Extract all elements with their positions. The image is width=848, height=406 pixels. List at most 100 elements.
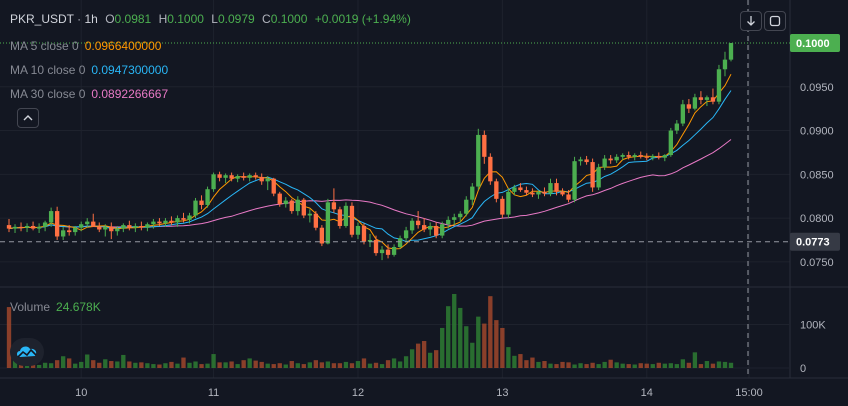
candle-body — [205, 189, 210, 205]
volume-bar — [710, 363, 716, 368]
volume-bar — [109, 361, 114, 368]
interval[interactable]: 1h — [84, 12, 98, 26]
candle-body — [145, 224, 150, 228]
volume-bar — [584, 364, 589, 368]
volume-bar — [24, 364, 30, 368]
volume-bar — [145, 363, 150, 368]
candle-body — [103, 226, 108, 230]
candle-body — [229, 175, 234, 179]
ma5-legend[interactable]: MA 5 close 0 0.0966400000 — [10, 39, 161, 53]
volume-bar — [596, 364, 601, 368]
candle-body — [355, 225, 361, 235]
candle-body — [241, 176, 246, 178]
candle-body — [337, 209, 343, 226]
candle-body — [91, 221, 96, 227]
volume-bar — [518, 354, 523, 368]
candle-body — [698, 97, 704, 100]
volume-bar — [464, 326, 469, 368]
volume-bar — [54, 360, 60, 368]
candle-body — [295, 199, 300, 212]
candle-body — [506, 191, 511, 215]
ma10-legend[interactable]: MA 10 close 0 0.0947300000 — [10, 63, 168, 77]
volume-bar — [524, 360, 529, 368]
volume-bar — [409, 349, 415, 368]
fullscreen-icon — [769, 15, 781, 27]
cloud-logo-icon — [17, 346, 37, 358]
volume-bar — [470, 342, 475, 368]
candle-body — [42, 222, 48, 227]
crosshair-price-badge — [790, 232, 840, 251]
volume-bar — [30, 364, 36, 368]
volume-bar — [434, 350, 439, 368]
scroll-down-button[interactable] — [740, 11, 762, 31]
candle-body — [12, 226, 18, 229]
candle-body — [488, 156, 493, 182]
volume-bar — [337, 363, 343, 368]
volume-bar — [692, 352, 698, 368]
candle-body — [638, 155, 643, 157]
volume-bar — [42, 362, 48, 368]
volume-bar — [560, 361, 565, 368]
low-value: 0.0979 — [217, 12, 255, 26]
volume-bar — [121, 354, 126, 368]
volume-legend[interactable]: Volume 24.678K — [10, 300, 101, 314]
ohlc-legend: PKR_USDT · 1h O0.0981 H0.1000 L0.0979 C0… — [10, 12, 411, 26]
candle-body — [331, 202, 337, 210]
candle-body — [121, 225, 126, 229]
volume-bar — [644, 363, 649, 368]
volume-bar — [283, 364, 288, 368]
volume-bar — [151, 364, 156, 368]
candle-body — [710, 97, 716, 102]
arrow-down-icon — [747, 16, 755, 26]
candle-body — [325, 202, 331, 244]
candle-body — [373, 239, 379, 254]
volume-bar — [217, 362, 222, 368]
volume-bar — [614, 362, 619, 368]
volume-bar — [566, 362, 571, 368]
candle-body — [403, 230, 409, 239]
symbol-name[interactable]: PKR_USDT — [10, 12, 74, 26]
time-tick-label: 10 — [75, 387, 87, 399]
volume-bar — [241, 360, 246, 368]
volume-bar — [307, 362, 313, 368]
candle-body — [440, 224, 445, 236]
time-axis: 10 11 12 13 14 15:00 — [75, 387, 763, 399]
candle-body — [391, 246, 397, 255]
collapse-legend-button[interactable] — [17, 108, 39, 128]
volume-bar — [259, 361, 264, 368]
volume-bar — [686, 362, 692, 368]
candle-body — [319, 227, 325, 244]
candle-body — [18, 226, 24, 228]
candle-body — [60, 230, 66, 237]
ma30-legend[interactable]: MA 30 close 0 0.0892266667 — [10, 87, 168, 101]
candle-body — [524, 190, 529, 193]
candle-body — [97, 226, 102, 230]
volume-bar — [488, 296, 493, 368]
candle-body — [728, 43, 734, 60]
candle-body — [271, 178, 276, 194]
volume-bar — [289, 361, 294, 368]
candle-body — [133, 225, 138, 228]
volume-bar — [716, 361, 722, 368]
candle-body — [608, 158, 613, 161]
volume-bar — [590, 362, 595, 368]
volume-bar — [265, 363, 270, 368]
crosshair — [0, 0, 790, 378]
volume-bar — [391, 358, 397, 368]
volume-bar — [60, 356, 66, 368]
candle-body — [349, 205, 355, 235]
candle-body — [48, 211, 54, 223]
fullscreen-button[interactable] — [764, 11, 786, 31]
volume-bar — [271, 364, 276, 368]
time-tick-label: 11 — [208, 387, 219, 399]
candle-body — [686, 104, 692, 109]
candle-body — [530, 192, 535, 195]
candle-body — [199, 200, 204, 205]
candle-body — [566, 194, 571, 200]
volume-bar — [6, 307, 12, 368]
volume-bar — [211, 354, 216, 368]
open-value: 0.0981 — [114, 12, 152, 26]
volume-bar — [325, 361, 331, 368]
high-value: 0.1000 — [167, 12, 204, 26]
